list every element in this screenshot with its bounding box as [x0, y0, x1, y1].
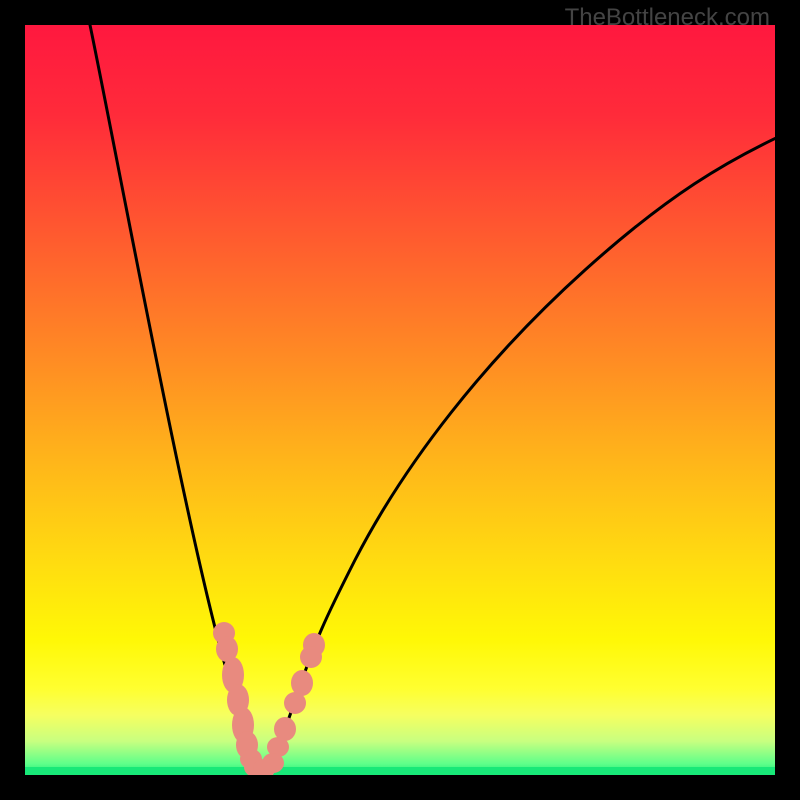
right-curve [260, 127, 775, 775]
right-marker [284, 692, 306, 714]
watermark-text: TheBottleneck.com [565, 4, 770, 32]
trough-marker [262, 753, 284, 773]
plot-area [25, 25, 775, 775]
right-marker [300, 646, 322, 668]
curve-layer [25, 25, 775, 775]
marker-group [213, 622, 325, 775]
chart-frame: TheBottleneck.com [0, 0, 800, 800]
